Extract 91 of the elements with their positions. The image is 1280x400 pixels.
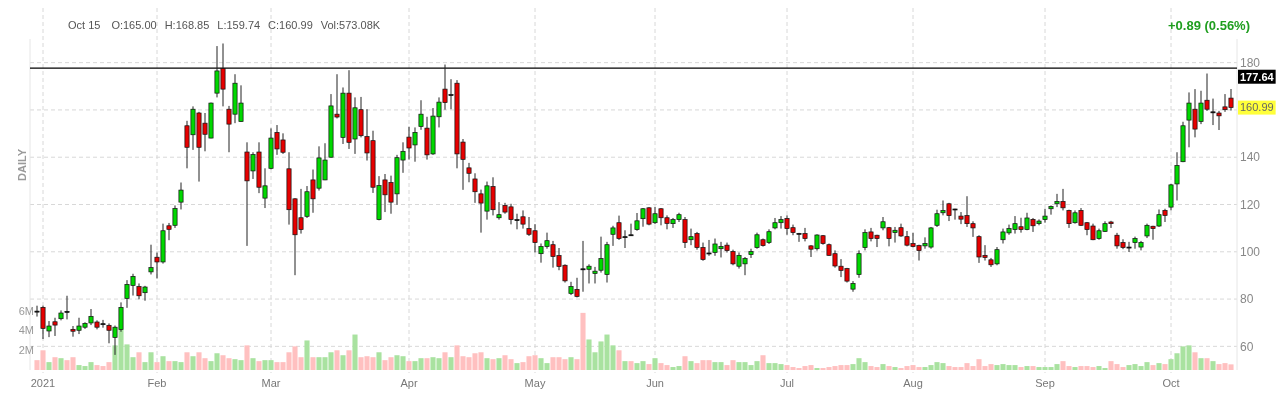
x-tick-label: Jul (779, 377, 795, 389)
bar (496, 358, 502, 370)
candlestick (496, 201, 502, 221)
bar (46, 362, 52, 370)
y-tick-label: 140 (1240, 150, 1261, 165)
candlestick (178, 182, 184, 210)
x-tick-label: Oct (1162, 377, 1180, 389)
bar (442, 352, 448, 370)
bar (652, 358, 658, 370)
bar (340, 355, 346, 370)
bar (406, 361, 412, 370)
bar (688, 361, 694, 370)
y2-tick-label: 2M (18, 344, 34, 357)
bar (1204, 358, 1210, 370)
candlestick (592, 266, 598, 284)
bar (154, 362, 160, 370)
text: H:168.85 (164, 19, 210, 31)
x-tick-label: Jun (646, 377, 664, 389)
x-tick-label: 2021 (30, 377, 56, 389)
x-tick-label: Aug (903, 377, 923, 389)
y-tick-label: 180 (1240, 55, 1261, 70)
bar (760, 355, 766, 370)
bar (490, 359, 496, 370)
bar (484, 358, 490, 370)
bar (568, 357, 574, 370)
ref-line-label: 177.64 (1240, 70, 1275, 83)
text: Oct 15 (68, 19, 101, 31)
bar (1018, 367, 1024, 370)
candlestick (748, 248, 754, 259)
text: C:160.99 (268, 19, 313, 31)
bar (58, 358, 64, 370)
x-tick-label: Mar (261, 377, 281, 389)
bar (346, 350, 352, 370)
bar (1198, 358, 1204, 370)
bar (616, 350, 622, 370)
x-tick-label: Apr (400, 377, 418, 389)
bar (646, 364, 652, 370)
bar (136, 352, 142, 370)
text: Vol:573.08K (320, 19, 381, 31)
text: O:165.00 (111, 19, 157, 31)
bar (310, 357, 316, 370)
candlestick (148, 244, 154, 275)
bar (1072, 367, 1078, 370)
bar (886, 366, 892, 370)
bar (1162, 364, 1168, 370)
bar (256, 361, 262, 370)
candlestick (1042, 208, 1048, 224)
text: L:159.74 (217, 19, 261, 31)
bar (628, 361, 634, 370)
bar (52, 357, 58, 370)
bar (334, 350, 340, 370)
candlestick (628, 223, 634, 237)
bar (514, 363, 520, 370)
bar (682, 356, 688, 370)
bar (352, 334, 358, 370)
text: +0.89 (0.56%) (1167, 18, 1250, 33)
y-tick-label: 60 (1240, 339, 1254, 354)
x-tick-label: May (524, 377, 546, 389)
bar (376, 352, 382, 370)
bar (166, 361, 172, 370)
bar (244, 345, 250, 370)
x-tick-label: Sep (1035, 377, 1055, 389)
bar (184, 352, 190, 370)
candlestick (466, 162, 472, 183)
bar (892, 367, 898, 370)
bar (1210, 361, 1216, 370)
bar (1030, 366, 1036, 370)
annotation: 160.99 (1240, 101, 1274, 114)
candlestick (1048, 204, 1054, 216)
bar (1156, 363, 1162, 370)
bar (424, 358, 430, 370)
y2-tick-label: 6M (18, 304, 34, 317)
candlestick (472, 172, 478, 204)
bar (1192, 352, 1198, 370)
bar (304, 340, 310, 370)
y-tick-label: 100 (1240, 244, 1261, 259)
bar (1150, 365, 1156, 370)
candlestick (856, 249, 862, 279)
x-tick-label: Feb (147, 377, 167, 389)
bar (1024, 366, 1030, 370)
candlestick (418, 99, 424, 131)
bar (880, 364, 886, 370)
y-tick-label: 120 (1240, 197, 1261, 212)
bar (448, 357, 454, 370)
y2-tick-label: 4M (18, 324, 34, 337)
text: DAILY (16, 148, 28, 181)
bar (250, 358, 256, 370)
bar (160, 356, 166, 370)
bar (190, 356, 196, 370)
bar (622, 361, 628, 370)
y-tick-label: 80 (1240, 292, 1254, 307)
